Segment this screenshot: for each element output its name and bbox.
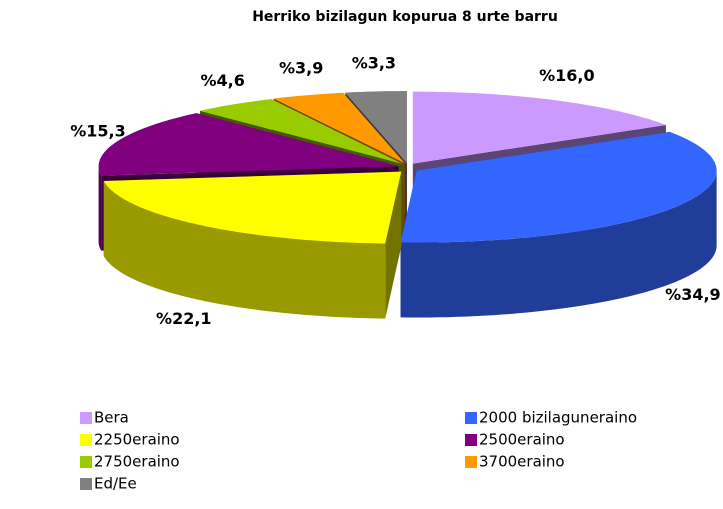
slice-top [103,171,402,244]
legend-swatch [80,478,92,490]
slice-top [345,91,407,164]
legend-label: Ed/Ee [94,475,137,493]
legend-swatch [80,434,92,446]
slice-wall [98,166,102,251]
legend-swatch [465,412,477,424]
legend-label: 2250eraino [94,431,180,449]
legend-label: 3700eraino [479,453,565,471]
slice-top [273,92,405,164]
slice-wall [400,170,717,318]
data-label: %4,6 [200,71,244,90]
slice-wall [103,181,386,319]
legend-swatch [465,434,477,446]
data-label: %34,9 [665,285,721,304]
legend-swatch [80,456,92,468]
legend-label: 2750eraino [94,453,180,471]
slice-top [412,91,666,164]
slice [400,131,717,318]
slice [103,171,402,319]
legend-swatch [80,412,92,424]
data-label: %15,3 [70,122,126,141]
data-label: %22,1 [156,309,212,328]
chart-title: Herriko bizilagun kopurua 8 urte barru [252,9,558,25]
legend-label: 2000 bizilaguneraino [479,409,637,427]
slice-top [98,113,399,176]
data-label: %16,0 [539,66,595,85]
slice-top [400,131,717,243]
data-label: %3,3 [352,54,396,73]
slice-top [199,99,403,164]
data-label: %3,9 [279,59,323,78]
legend-label: 2500eraino [479,431,565,449]
legend-swatch [465,456,477,468]
pie [98,91,717,319]
legend-label: Bera [94,409,129,427]
